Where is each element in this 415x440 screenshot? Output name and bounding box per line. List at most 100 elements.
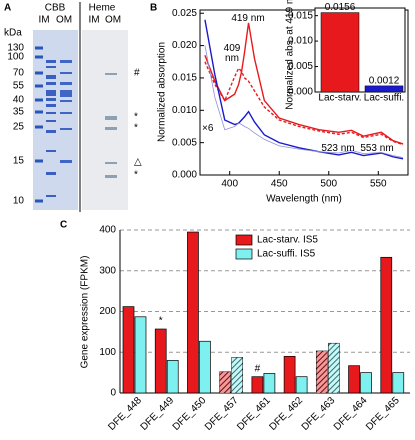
lane-label: OM [56,15,72,26]
bar [187,231,199,394]
band [46,112,56,114]
annotation: 409 nm [224,43,241,64]
band [46,66,56,68]
ladder-band [35,84,43,88]
gel-mark: * [134,112,138,123]
band [46,104,56,107]
y-tick-label: 100 [99,347,116,358]
spectrum [204,19,404,160]
x-tick-label: DFE_464 [332,395,370,433]
bar [263,373,276,394]
ladder-band [35,98,43,102]
gel-mark: # [134,68,140,79]
y-tick-label: 0.010 [172,105,197,116]
y-tick-label: 400 [99,225,116,236]
panel-label: A [4,3,11,14]
x-tick-label: DFE_462 [267,395,305,433]
unit-label: kDa [4,28,22,39]
annotation: 553 nm [360,143,393,154]
legend-swatch [235,248,253,260]
ladder-band [35,159,43,163]
ladder-band [35,110,43,114]
band [46,150,56,152]
ladder-label: 25 [13,122,25,133]
band [46,195,56,197]
y-tick-label: 0.005 [172,137,197,148]
y-axis-label: Gene expression (FPKM) [80,256,91,369]
annotation: * [159,316,163,327]
x-tick-label: DFE_448 [106,395,144,433]
x-tick-label: Lac-starv. [318,93,361,104]
bar [360,372,372,394]
x-tick-label: DFE_457 [203,395,241,433]
y-tick-label: 0.020 [172,40,197,51]
gel-mark: * [134,170,138,181]
bar [392,372,405,394]
x-tick-label: DFE_449 [139,395,177,433]
band [60,100,72,102]
band [60,72,72,74]
bar [295,376,308,394]
bar [122,306,135,394]
bar [320,12,360,93]
x-tick-label: 550 [370,179,387,190]
band [46,120,56,122]
lane-label: OM [105,15,121,26]
band [60,60,72,63]
x-tick-label: DFE_450 [171,395,209,433]
ladder-label: 40 [13,95,25,106]
plot-frame [199,9,409,176]
y-tick-label: 0.000 [172,170,197,181]
spectrum [204,45,404,158]
y-tick-label: 0.015 [288,10,313,21]
inset-y-label: Normalized abs. at 419 nm [285,0,296,110]
hatch [316,351,328,393]
ladder-band [35,55,43,59]
bar [166,360,179,394]
spectrum [204,22,404,145]
spectrum [204,61,404,146]
band [46,82,56,85]
annotation: # [255,363,261,374]
x-tick-label: 400 [221,179,238,190]
ladder-label: 70 [13,68,25,79]
value-label: 0.0156 [325,2,356,13]
band [105,175,117,178]
band [46,60,56,63]
y-tick-label: 200 [99,306,116,317]
band [46,98,56,101]
bar [199,340,211,394]
ladder-band [35,199,43,203]
x-axis-label: Wavelength (nm) [266,194,342,205]
y-tick-label: 0.025 [172,8,197,19]
hatch [219,371,231,393]
legend-label: Lac-suffi. IS5 [257,249,316,260]
value-label: 0.0012 [369,76,400,87]
gel-mark: △ [134,157,142,168]
x-tick-label: Lac-suffi. [364,93,404,104]
band [105,127,117,130]
annotation: 419 nm [231,13,264,24]
bar [134,316,147,394]
panel-label: C [60,220,67,231]
legend-swatch [235,234,253,246]
hatch [328,343,340,393]
annotation: 523 nm [321,143,354,154]
band [46,130,56,133]
ladder-band [35,46,43,50]
band [60,90,72,97]
band [105,116,117,120]
gel-mark: * [134,123,138,134]
lane-label: IM [38,15,49,26]
x-tick-label: DFE_463 [300,395,338,433]
ladder-label: 100 [7,52,24,63]
ladder-label: 10 [13,196,25,207]
ladder-band [35,125,43,129]
y-tick-label: 0.005 [288,61,313,72]
group-label: Heme [89,3,116,14]
bar [283,355,296,394]
y-tick-label: 0.015 [172,73,197,84]
lane-label: IM [88,15,99,26]
x-tick-label: DFE_461 [235,395,273,433]
